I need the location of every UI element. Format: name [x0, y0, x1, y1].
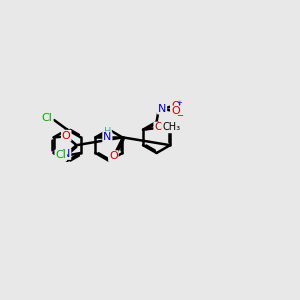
Text: O: O	[171, 106, 180, 116]
Text: H: H	[104, 127, 111, 137]
Text: +: +	[176, 100, 182, 106]
Text: Cl: Cl	[42, 113, 53, 123]
Text: N: N	[103, 132, 112, 142]
Text: CH₃: CH₃	[162, 122, 180, 132]
Text: −: −	[176, 111, 183, 120]
Text: N: N	[158, 103, 166, 114]
Text: N: N	[62, 149, 70, 159]
Text: O: O	[109, 151, 118, 161]
Text: Cl: Cl	[56, 150, 66, 161]
Text: O: O	[171, 101, 180, 111]
Text: O: O	[154, 122, 163, 132]
Text: O: O	[62, 131, 70, 141]
